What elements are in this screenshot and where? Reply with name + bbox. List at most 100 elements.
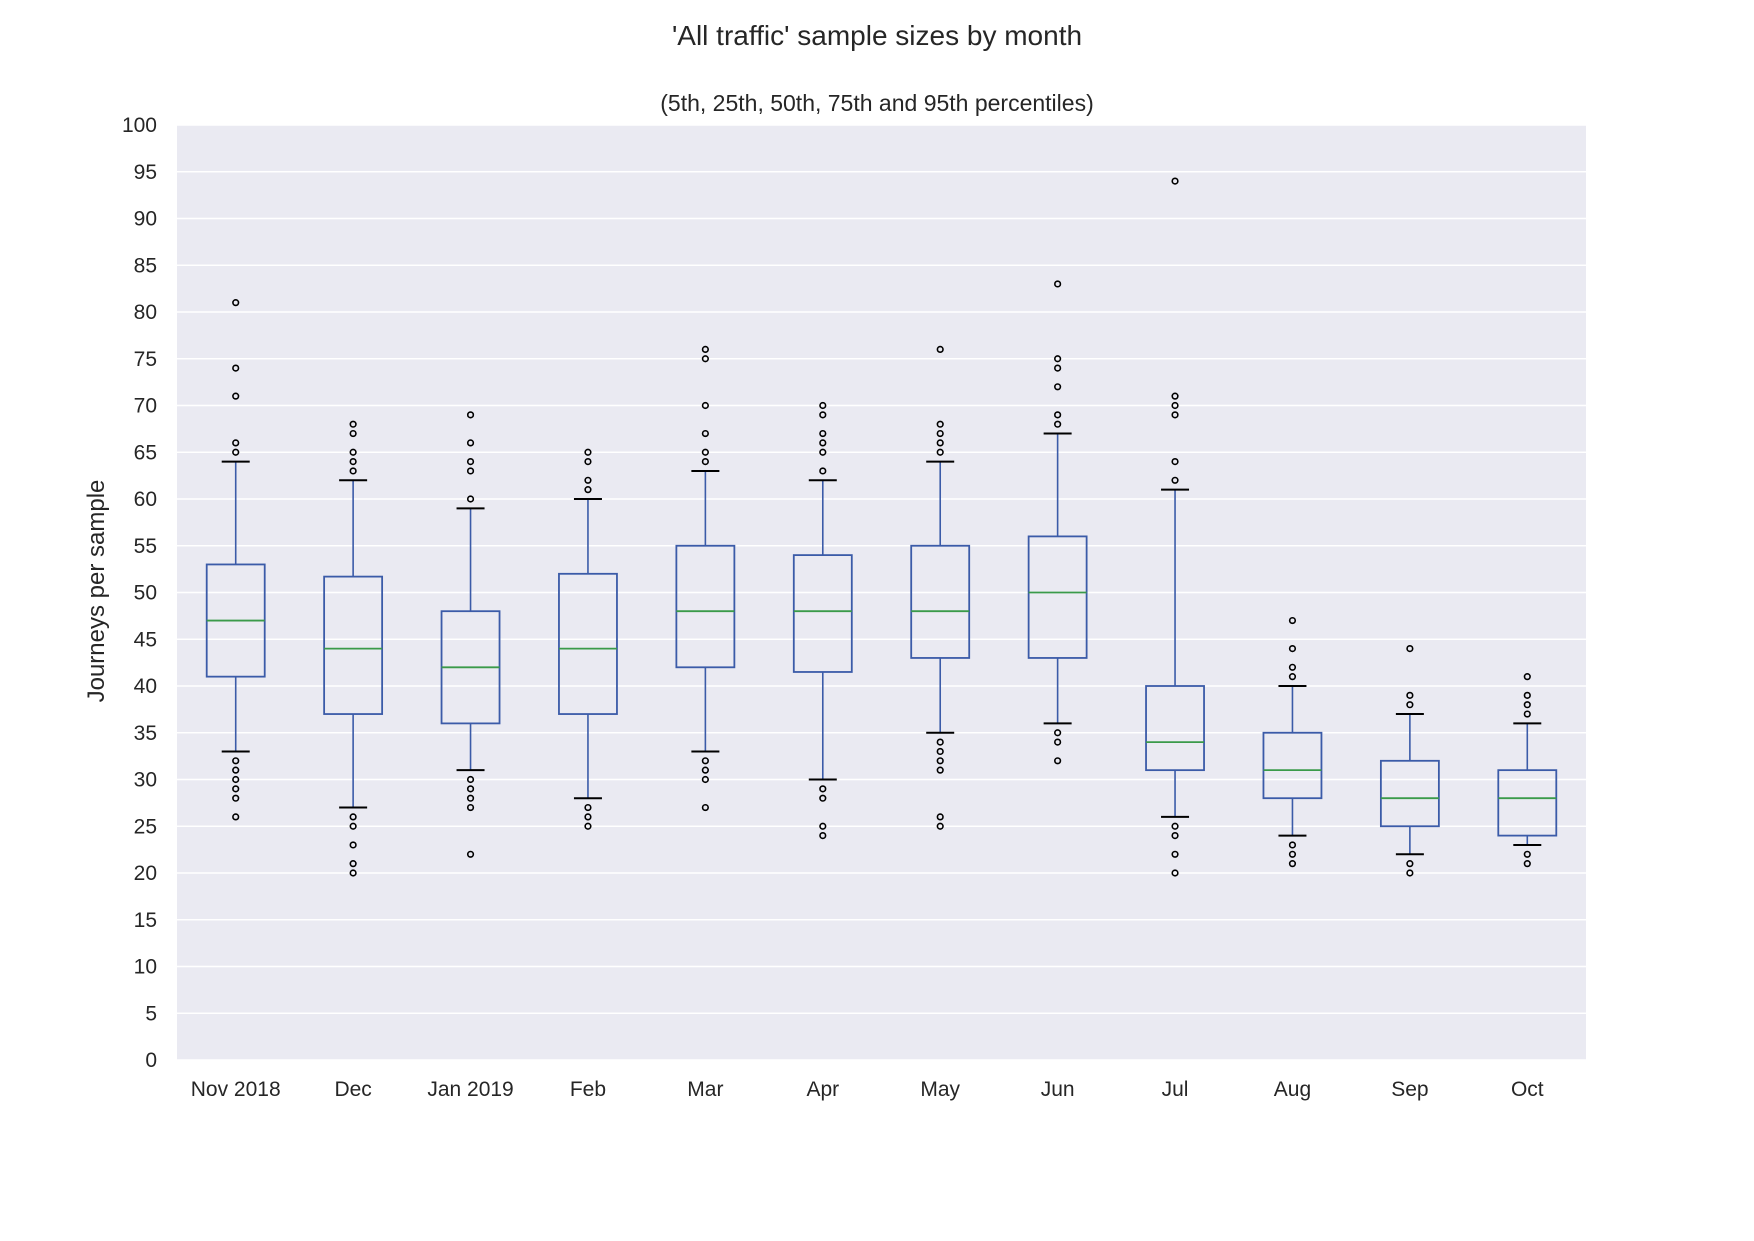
outlier-point [936, 420, 944, 428]
outlier-point [1288, 616, 1297, 625]
box-group [910, 345, 971, 830]
chart-subtitle: (5th, 25th, 50th, 75th and 95th percenti… [660, 90, 1093, 116]
outlier-point [1054, 757, 1062, 765]
outlier-point [701, 757, 709, 765]
outlier-point [1523, 691, 1531, 699]
outlier-point [701, 355, 709, 363]
outlier-point [701, 458, 709, 466]
outlier-point [1288, 841, 1297, 849]
y-tick-label: 30 [134, 769, 157, 792]
box [1145, 685, 1205, 772]
outlier-point [349, 467, 357, 475]
outlier-point [232, 794, 240, 802]
outlier-point [819, 411, 827, 419]
outlier-point [584, 448, 592, 456]
outlier-point [1054, 355, 1062, 363]
outlier-point [1171, 401, 1179, 410]
outlier-point [819, 785, 827, 793]
outlier-point [466, 775, 475, 784]
x-tick-label: Jan 2019 [427, 1078, 513, 1101]
y-tick-label: 95 [134, 161, 157, 184]
outlier-point [1288, 673, 1297, 681]
y-tick-label: 15 [134, 909, 157, 932]
outlier-point [819, 401, 827, 410]
x-tick-label: Nov 2018 [191, 1078, 281, 1101]
box-group [205, 299, 266, 821]
outlier-point [466, 803, 475, 812]
outlier-point [701, 401, 709, 410]
outlier-point [936, 822, 944, 830]
box-group [792, 401, 853, 840]
outlier-point [584, 822, 592, 830]
box [323, 575, 384, 715]
outlier-point [1171, 411, 1179, 419]
outlier-point [466, 850, 475, 858]
outlier-point [1054, 411, 1062, 419]
y-tick-label: 0 [145, 1049, 157, 1072]
outlier-point [819, 429, 827, 438]
outlier-point [232, 785, 240, 793]
outlier-point [1171, 476, 1179, 484]
y-tick-label: 85 [134, 254, 157, 277]
y-tick-label: 10 [134, 956, 157, 979]
outlier-point [1288, 644, 1297, 653]
outlier-point [1288, 850, 1297, 858]
outlier-point [584, 476, 592, 484]
box [1497, 769, 1558, 837]
y-tick-label: 45 [134, 628, 157, 651]
outlier-point [349, 869, 357, 877]
x-tick-label: Jul [1162, 1078, 1189, 1101]
outlier-point [232, 766, 240, 774]
outlier-point [701, 803, 709, 812]
x-tick-label: Mar [687, 1078, 723, 1101]
outlier-point [1406, 869, 1414, 877]
outlier-point [1406, 860, 1414, 868]
outlier-point [819, 448, 827, 456]
y-tick-label: 55 [134, 535, 157, 558]
box-group [1379, 644, 1440, 877]
outlier-point [701, 766, 709, 774]
outlier-point [1054, 364, 1062, 372]
outlier-point [1171, 869, 1179, 877]
outlier-point [1054, 738, 1062, 746]
box [792, 554, 853, 673]
outlier-point [349, 458, 357, 466]
outlier-point [349, 841, 357, 849]
box-group [323, 420, 384, 877]
box-group [675, 345, 736, 812]
x-tick-label: Feb [570, 1078, 606, 1101]
outlier-point [466, 495, 475, 503]
y-tick-label: 60 [134, 488, 157, 511]
outlier-point [819, 822, 827, 830]
outlier-point [584, 813, 592, 821]
outlier-point [1406, 644, 1414, 653]
box-group [1262, 616, 1323, 868]
outlier-point [701, 429, 709, 438]
x-tick-label: Jun [1041, 1078, 1075, 1101]
outlier-point [232, 757, 240, 765]
outlier-point [466, 794, 475, 802]
x-tick-label: Apr [806, 1078, 839, 1101]
y-tick-label: 5 [145, 1002, 157, 1025]
outlier-point [466, 785, 475, 793]
outlier-point [232, 813, 240, 821]
outlier-point [1523, 673, 1531, 681]
plot-area: 0 5 10 15 20 25 30 35 40 45 50 55 60 65 70 75 80 85 90 95 10… [122, 114, 1586, 1101]
box-group [1145, 177, 1205, 877]
outlier-point [349, 429, 357, 438]
outlier-point [936, 439, 944, 447]
outlier-point [1054, 420, 1062, 428]
y-tick-label: 70 [134, 395, 157, 418]
outlier-point [936, 757, 944, 765]
box-group [440, 411, 501, 858]
outlier-point [584, 486, 592, 494]
outlier-point [466, 467, 475, 475]
y-axis-label: Journeys per sample [83, 480, 110, 703]
outlier-point [701, 775, 709, 784]
outlier-point [1523, 860, 1531, 868]
outlier-point [466, 411, 475, 419]
outlier-point [819, 439, 827, 447]
y-tick-label: 75 [134, 348, 157, 371]
y-tick-label: 100 [122, 114, 157, 137]
